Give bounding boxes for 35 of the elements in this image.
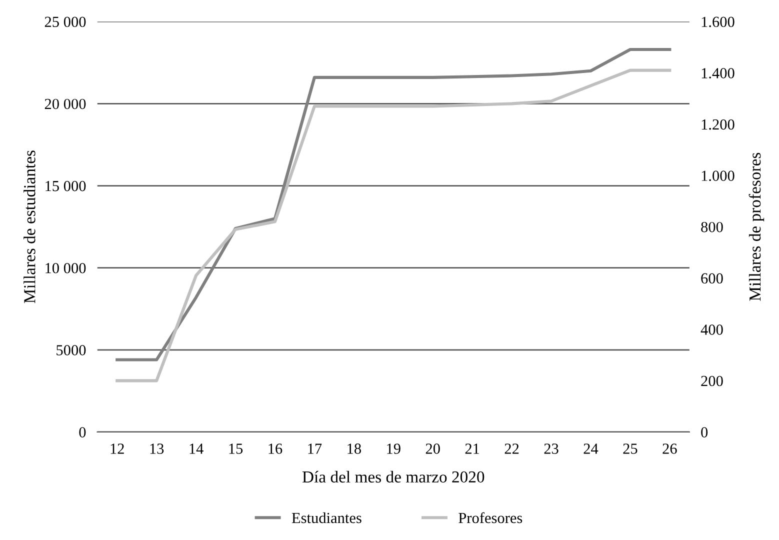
y2-tick-label: 200 — [701, 376, 723, 386]
x-tick-label: 25 — [623, 444, 638, 454]
y2-tick-label: 400 — [700, 324, 723, 335]
y2-tick-label: 1.200 — [702, 119, 734, 130]
x-tick-label: 16 — [268, 444, 282, 454]
x-tick-label: 20 — [426, 444, 440, 454]
y-tick-label: 15 000 — [46, 180, 86, 192]
x-tick-label: 23 — [544, 444, 558, 454]
y-axis-title: Millares de estudiantes — [24, 150, 36, 304]
y-tick-label: 25 000 — [44, 16, 86, 28]
x-tick-label: 13 — [150, 444, 164, 454]
x-tick-label: 24 — [584, 444, 598, 454]
y2-tick-label: 0 — [701, 427, 708, 438]
y2-axis-title: Millares de profesores — [748, 152, 764, 301]
y-tick-label: 10 000 — [46, 262, 86, 274]
y-tick-label: 5000 — [56, 345, 86, 356]
y-tick-label: 20 000 — [44, 98, 86, 110]
y-tick-label: 0 — [79, 427, 86, 438]
x-tick-label: 26 — [662, 444, 677, 454]
legend-label: Profesores — [458, 512, 522, 524]
x-tick-label: 18 — [348, 444, 361, 454]
legend-label: Estudiantes — [292, 512, 362, 524]
x-tick-label: 12 — [110, 444, 124, 454]
x-tick-label: 22 — [504, 444, 519, 454]
y2-tick-label: 1.600 — [702, 16, 734, 28]
x-tick-label: 19 — [387, 444, 400, 454]
x-axis-title: Día del mes de marzo 2020 — [302, 470, 484, 483]
y2-tick-label: 1.000 — [702, 170, 734, 182]
y2-tick-label: 1.400 — [702, 68, 734, 78]
x-tick-label: 15 — [229, 444, 243, 454]
y2-tick-label: 600 — [701, 273, 723, 284]
x-tick-label: 14 — [190, 444, 204, 454]
x-tick-label: 21 — [465, 444, 480, 454]
x-tick-label: 17 — [308, 444, 322, 454]
y2-tick-label: 800 — [701, 222, 723, 232]
